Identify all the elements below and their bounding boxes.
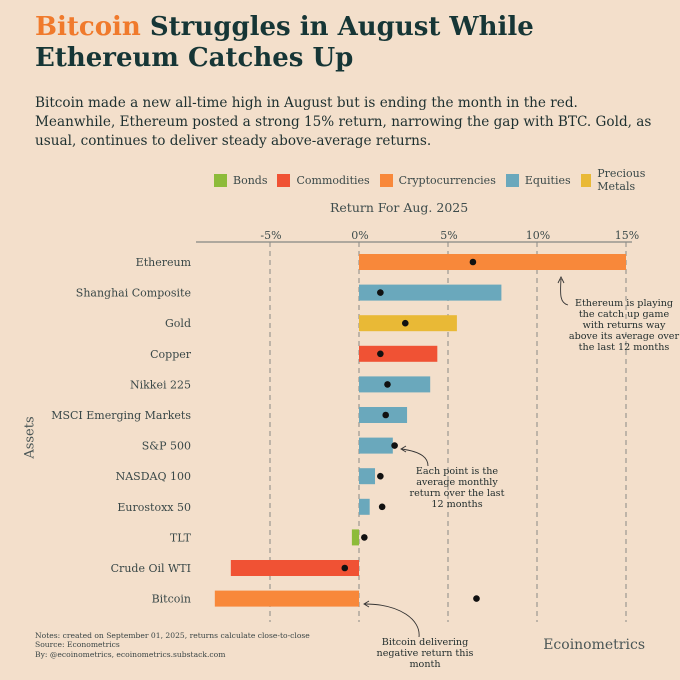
average-point (401, 319, 409, 327)
legend-swatch (580, 173, 592, 187)
y-tick-label: TLT (170, 531, 192, 544)
bitcoin-annotation: Bitcoin delivering negative return this … (376, 637, 474, 670)
legend-label: Equities (524, 173, 571, 187)
average-point (377, 289, 384, 296)
legend-label: Cryptocurrencies (398, 173, 496, 187)
ethereum-arrowhead (557, 275, 565, 284)
x-tick-label: 0% (351, 229, 368, 242)
bar (359, 498, 370, 515)
legend-item: Precious Metals (580, 167, 670, 193)
chart-title-heading: Bitcoin Struggles in August While Ethere… (35, 12, 655, 74)
notes-line: Notes: created on September 01, 2025, re… (35, 631, 310, 640)
title-highlight: Bitcoin (35, 12, 141, 42)
legend-label: Bonds (233, 173, 268, 187)
x-tick-label: -5% (260, 229, 281, 242)
legend-swatch (214, 173, 227, 187)
average-point (378, 503, 386, 511)
source-line: Source: Econometrics (35, 640, 120, 650)
average-point (377, 350, 384, 358)
legend-item: Cryptocurrencies (379, 173, 496, 187)
y-tick-label: Gold (165, 317, 191, 330)
notes: Notes: created on September 01, 2025, re… (35, 631, 310, 659)
average-point (361, 534, 368, 541)
points-arrowhead (400, 445, 407, 453)
bar (359, 376, 431, 393)
average-point (384, 381, 391, 388)
ethereum-arrow (560, 278, 569, 306)
average-point (391, 442, 398, 449)
y-tick-label: Ethereum (136, 256, 192, 269)
brand-logo-text: Ecoinometrics (543, 637, 645, 653)
y-tick-label: Bitcoin (152, 593, 191, 606)
byline: By: @ecoinometrics, ecoinometrics.substa… (35, 649, 226, 659)
x-tick-label: 5% (440, 229, 457, 242)
bar (230, 560, 359, 576)
legend-swatch (505, 173, 519, 187)
legend-label: Commodities (296, 173, 370, 187)
y-tick-label: Copper (150, 348, 192, 361)
chart-subtitle: Bitcoin made a new all-time high in Augu… (35, 95, 652, 149)
average-point (377, 472, 384, 480)
bar (359, 284, 502, 301)
bar (359, 468, 376, 485)
bar (351, 529, 359, 546)
y-tick-label: S&P 500 (142, 440, 191, 453)
y-tick-label: Eurostoxx 50 (117, 501, 191, 514)
legend-item: Equities (505, 173, 571, 187)
axis-title: Return For Aug. 2025 (330, 200, 469, 215)
legend-label: Precious Metals (597, 167, 646, 193)
average-point (473, 595, 480, 602)
y-tick-label: NASDAQ 100 (116, 470, 191, 483)
y-tick-label: Crude Oil WTI (111, 562, 191, 575)
legend-item: Commodities (277, 173, 370, 187)
average-point (469, 258, 477, 266)
y-tick-label: Shanghai Composite (76, 287, 191, 300)
average-point (341, 564, 349, 572)
bar (359, 345, 438, 362)
title-rest: Struggles in August While Ethereum Catch… (35, 12, 534, 73)
ethereum-annotation: Ethereum is playing the catch up game wi… (568, 298, 680, 353)
bitcoin-arrow (364, 603, 420, 638)
bar (359, 254, 626, 270)
bitcoin-arrowhead (363, 600, 370, 608)
y-tick-label: MSCI Emerging Markets (51, 409, 191, 422)
y-tick-label: Nikkei 225 (130, 378, 191, 391)
x-tick-label: 15% (615, 229, 639, 242)
legend-swatch (379, 173, 393, 187)
bar (359, 437, 393, 454)
legend-item: Bonds (214, 173, 268, 187)
bar (214, 590, 359, 607)
average-point (382, 411, 390, 419)
points-annotation: Each point is the average monthly return… (409, 466, 505, 510)
legend: Bonds Commodities Cryptocurrencies Equities… (214, 167, 680, 193)
x-tick-label: 10% (526, 229, 550, 242)
points-arrow (401, 448, 429, 467)
legend-swatch (277, 173, 291, 187)
